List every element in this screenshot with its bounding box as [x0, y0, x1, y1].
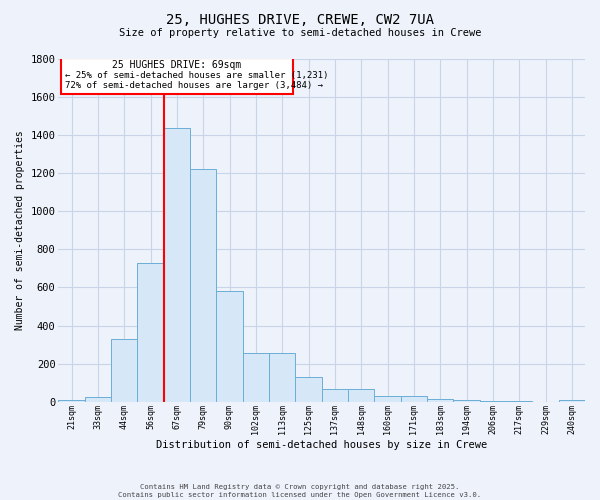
Bar — [295, 377, 322, 402]
Bar — [269, 353, 295, 402]
Bar — [322, 390, 348, 402]
Bar — [348, 390, 374, 402]
Text: 25, HUGHES DRIVE, CREWE, CW2 7UA: 25, HUGHES DRIVE, CREWE, CW2 7UA — [166, 12, 434, 26]
Text: 72% of semi-detached houses are larger (3,484) →: 72% of semi-detached houses are larger (… — [65, 81, 323, 90]
Bar — [58, 400, 85, 402]
Bar — [479, 400, 506, 402]
FancyBboxPatch shape — [61, 58, 293, 94]
Bar — [401, 396, 427, 402]
Bar — [427, 399, 454, 402]
Text: ← 25% of semi-detached houses are smaller (1,231): ← 25% of semi-detached houses are smalle… — [65, 71, 328, 80]
Bar — [111, 339, 137, 402]
Text: Contains HM Land Registry data © Crown copyright and database right 2025.
Contai: Contains HM Land Registry data © Crown c… — [118, 484, 482, 498]
Bar — [137, 262, 164, 402]
Bar — [506, 400, 532, 402]
Text: Size of property relative to semi-detached houses in Crewe: Size of property relative to semi-detach… — [119, 28, 481, 38]
Text: 25 HUGHES DRIVE: 69sqm: 25 HUGHES DRIVE: 69sqm — [112, 60, 241, 70]
Bar — [85, 397, 111, 402]
Bar — [374, 396, 401, 402]
X-axis label: Distribution of semi-detached houses by size in Crewe: Distribution of semi-detached houses by … — [156, 440, 487, 450]
Bar — [559, 400, 585, 402]
Bar — [164, 128, 190, 402]
Bar — [242, 353, 269, 402]
Bar — [454, 400, 479, 402]
Y-axis label: Number of semi-detached properties: Number of semi-detached properties — [15, 130, 25, 330]
Bar — [217, 292, 242, 402]
Bar — [190, 170, 217, 402]
